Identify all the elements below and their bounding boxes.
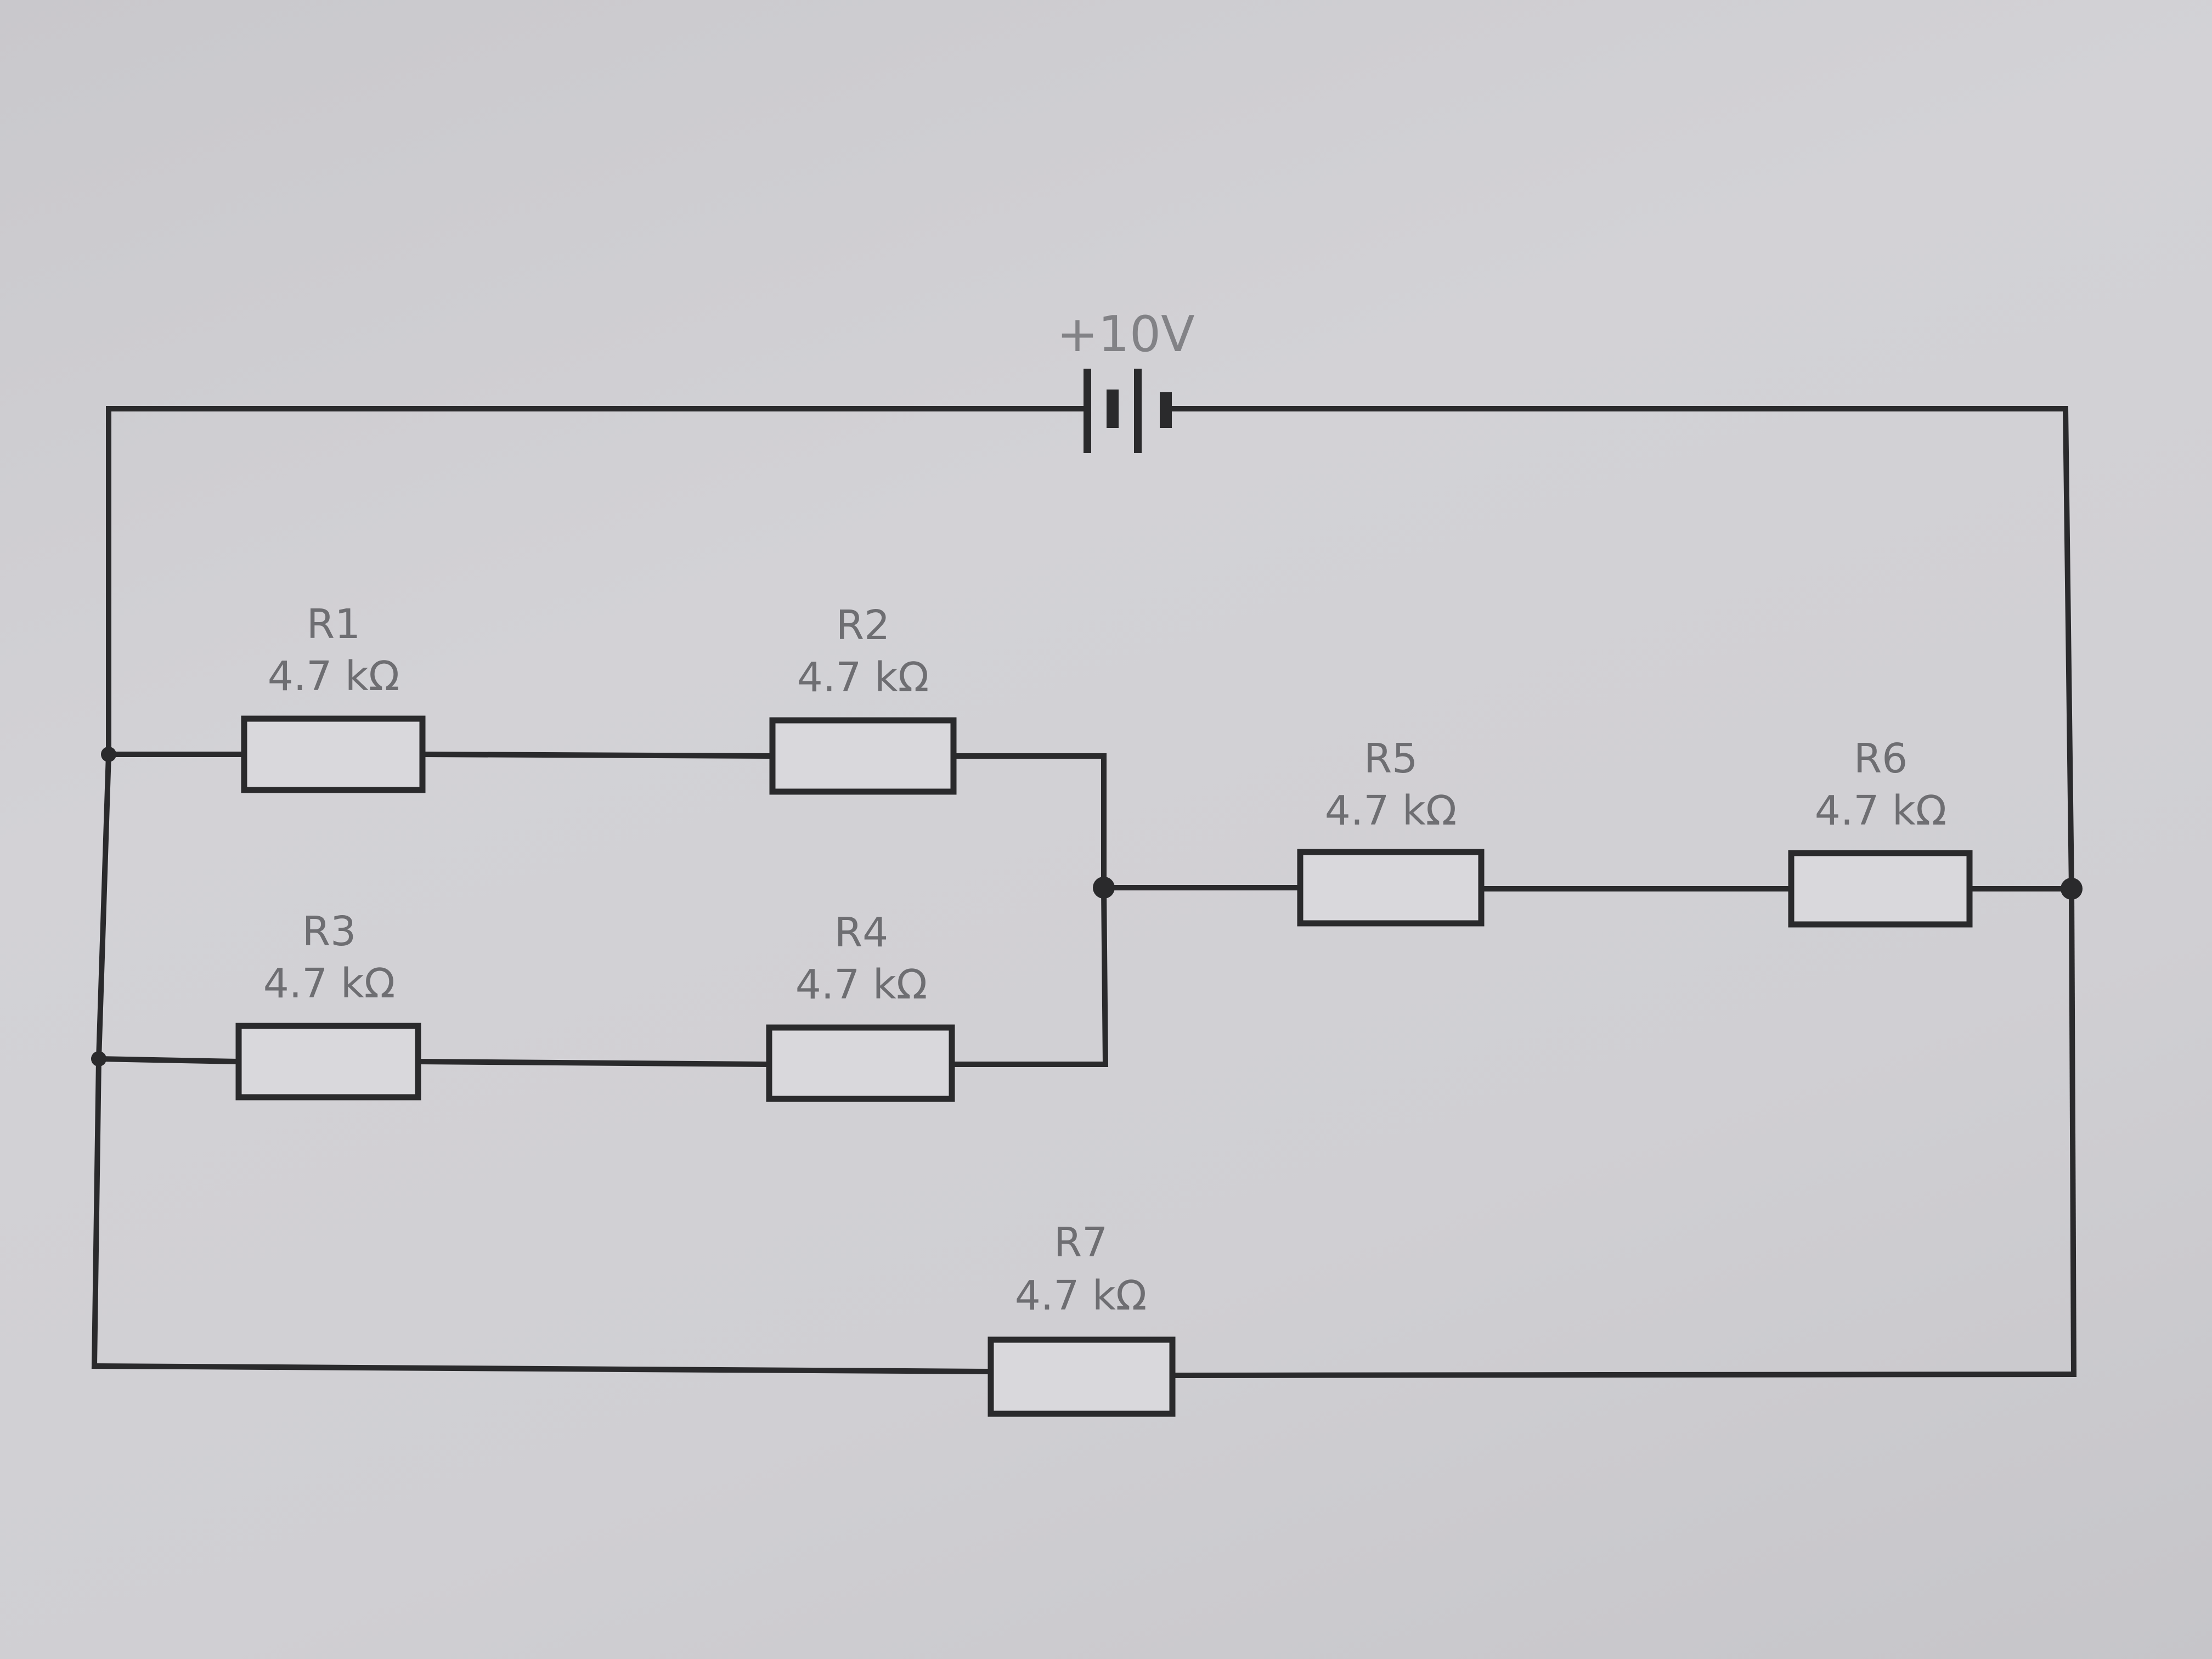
resistor-r5: R5 4.7 kΩ <box>1297 735 1485 927</box>
resistor-r6-value: 4.7 kΩ <box>1815 787 1947 834</box>
node-left-top <box>101 747 116 762</box>
wire-top-left <box>106 406 1089 757</box>
resistor-r3-name: R3 <box>302 908 357 955</box>
resistor-r6-name: R6 <box>1854 735 1908 782</box>
node-right <box>2061 878 2083 900</box>
resistor-r7-body <box>988 1336 1176 1417</box>
node-center <box>1093 877 1115 899</box>
resistor-r1-body <box>241 715 426 793</box>
wire-branch-r1-r2 <box>106 751 1107 890</box>
resistor-r4-body <box>766 1024 955 1102</box>
resistor-r1-name: R1 <box>307 601 361 648</box>
resistor-r4-value: 4.7 kΩ <box>795 961 928 1008</box>
wire-branch-r5-r6 <box>1101 885 2074 891</box>
wires <box>91 406 2077 1379</box>
wire-right-vertical <box>2068 885 2077 1378</box>
resistor-r5-name: R5 <box>1364 735 1418 782</box>
resistor-r4-name: R4 <box>834 909 889 956</box>
resistor-r7: R7 4.7 kΩ <box>988 1219 1176 1417</box>
resistor-r2-value: 4.7 kΩ <box>797 654 929 701</box>
resistor-r7-value: 4.7 kΩ <box>1015 1272 1147 1319</box>
wire-branch-r3-r4 <box>95 884 1109 1068</box>
resistor-r7-name: R7 <box>1054 1219 1108 1266</box>
node-left-bottom <box>91 1051 106 1066</box>
resistor-r3-value: 4.7 kΩ <box>263 960 396 1007</box>
resistor-r6-body <box>1788 850 1973 928</box>
resistor-r5-body <box>1297 849 1485 927</box>
resistor-r1-value: 4.7 kΩ <box>268 653 400 700</box>
resistor-r2-body <box>769 717 957 795</box>
junction-nodes <box>91 747 2083 1066</box>
resistor-r5-value: 4.7 kΩ <box>1325 787 1457 834</box>
wire-bottom <box>91 1363 2077 1379</box>
wire-top-right <box>1169 406 2075 892</box>
resistor-r6: R6 4.7 kΩ <box>1788 735 1973 928</box>
resistor-r1: R1 4.7 kΩ <box>241 601 426 793</box>
resistor-r2: R2 4.7 kΩ <box>769 602 957 795</box>
resistor-r2-name: R2 <box>836 602 890 649</box>
battery-symbol <box>1084 369 1172 453</box>
source-voltage-label: +10V <box>1057 306 1195 363</box>
resistor-r4: R4 4.7 kΩ <box>766 909 955 1102</box>
resistor-r3: R3 4.7 kΩ <box>235 908 421 1101</box>
resistor-r3-body <box>235 1023 421 1101</box>
